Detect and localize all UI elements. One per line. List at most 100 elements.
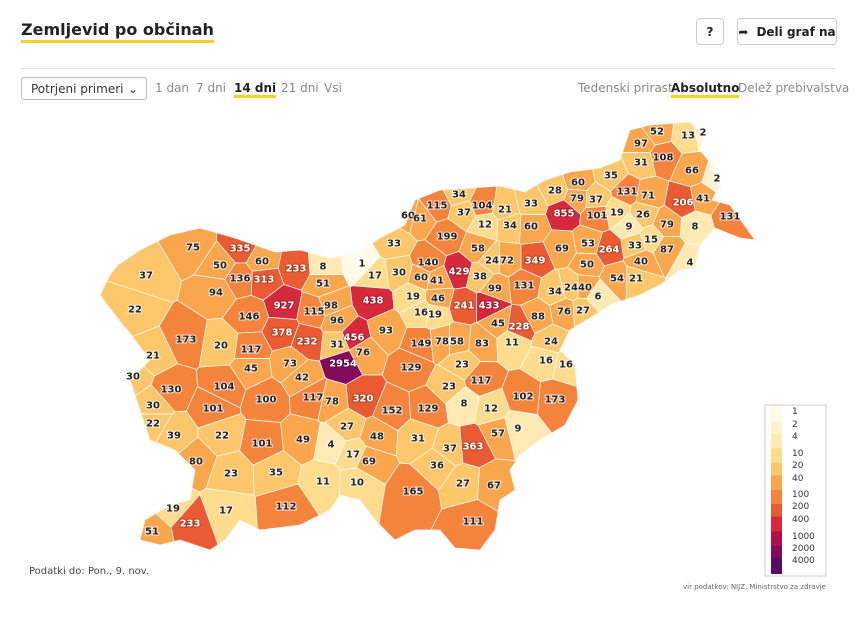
separator <box>21 68 836 69</box>
municipality <box>693 124 706 153</box>
municipality-value: 60 <box>571 178 585 189</box>
legend-swatch <box>771 406 782 422</box>
period-option[interactable]: 1 dan <box>155 81 190 95</box>
municipality <box>626 265 667 300</box>
municipality-value: 98 <box>324 301 338 312</box>
municipality-value: 24 <box>544 337 558 348</box>
municipality-value: 313 <box>254 275 275 286</box>
municipality-value: 87 <box>660 245 674 256</box>
municipality-value: 108 <box>653 153 674 164</box>
municipality-value: 88 <box>531 312 545 323</box>
municipality-value: 67 <box>487 481 501 492</box>
municipality-value: 111 <box>463 517 484 528</box>
municipality-value: 206 <box>673 198 694 209</box>
period-option[interactable]: 7 dni <box>196 81 227 95</box>
share-label: Deli graf na <box>756 24 836 39</box>
municipality-value: 117 <box>241 345 262 356</box>
period-option[interactable]: 21 dni <box>281 81 319 95</box>
metric-option[interactable]: Delež prebivalstva <box>738 81 850 95</box>
municipality-value: 17 <box>219 506 233 517</box>
municipality-value: 23 <box>455 360 469 371</box>
municipality-value: 4 <box>328 440 335 451</box>
municipality-value: 80 <box>189 457 203 468</box>
municipality-value: 264 <box>599 245 620 256</box>
municipality-value: 101 <box>587 211 608 222</box>
share-button[interactable]: ➦ Deli graf na <box>737 18 837 45</box>
municipality-value: 60 <box>414 273 428 284</box>
legend-label: 10 <box>792 449 804 459</box>
legend-label: 4 <box>792 432 798 442</box>
municipality-value: 71 <box>641 191 655 202</box>
dropdown-label: Potrjeni primeri <box>31 81 124 96</box>
municipality-value: 45 <box>244 364 258 375</box>
municipality-value: 30 <box>392 268 406 279</box>
municipality-value: 241 <box>454 301 475 312</box>
municipality <box>430 499 499 551</box>
municipality-value: 131 <box>720 212 741 223</box>
municipality-value: 9 <box>515 424 522 435</box>
municipality-value: 37 <box>443 444 457 455</box>
municipality-value: 855 <box>554 209 575 220</box>
municipality-value: 456 <box>344 333 365 344</box>
municipality-value: 112 <box>276 502 297 513</box>
metric-option[interactable]: Absolutno <box>671 81 740 98</box>
municipality-value: 149 <box>411 339 432 350</box>
municipality-value: 21 <box>629 274 643 285</box>
help-button[interactable]: ? <box>696 18 724 45</box>
metric-option[interactable]: Tedenski prirast <box>578 81 673 95</box>
municipality-value: 40 <box>634 257 648 268</box>
municipality-value: 61 <box>413 214 427 225</box>
legend-swatch <box>771 448 782 463</box>
municipality <box>139 513 175 546</box>
municipality-value: 39 <box>167 431 181 442</box>
municipality-value: 27 <box>576 306 590 317</box>
municipality-value: 93 <box>379 326 393 337</box>
municipality-value: 57 <box>491 429 505 440</box>
legend-swatch <box>771 516 782 532</box>
legend-label: 200 <box>792 502 809 512</box>
municipality-value: 378 <box>272 328 293 339</box>
municipality-value: 53 <box>581 239 595 250</box>
municipality-value: 12 <box>484 404 498 415</box>
municipality-value: 433 <box>479 301 500 312</box>
municipality-value: 4 <box>687 258 694 269</box>
municipality-value: 33 <box>524 199 538 210</box>
municipality-value: 73 <box>283 359 297 370</box>
municipality-value: 34 <box>452 190 466 201</box>
municipality-value: 30 <box>126 372 140 383</box>
period-option[interactable]: Vsi <box>324 81 342 95</box>
municipality-value: 8 <box>461 399 468 410</box>
municipality-value: 19 <box>610 208 624 219</box>
municipality-value: 19 <box>428 310 442 321</box>
municipality-value: 50 <box>580 260 594 271</box>
municipality-value: 31 <box>330 340 344 351</box>
municipality <box>199 488 258 546</box>
municipality-value: 48 <box>370 432 384 443</box>
municipality-value: 2 <box>714 174 721 185</box>
municipality-value: 96 <box>330 316 344 327</box>
municipality-value: 33 <box>628 241 642 252</box>
title: Zemljevid po občinah <box>21 20 214 43</box>
legend-label: 1 <box>792 407 798 417</box>
municipality-value: 79 <box>660 220 674 231</box>
municipality-value: 104 <box>214 382 235 393</box>
municipality-value: 27 <box>340 422 354 433</box>
municipality-value: 199 <box>437 232 458 243</box>
period-option[interactable]: 14 dni <box>234 81 277 98</box>
municipality-value: 8 <box>320 262 327 273</box>
footer-source: vir podatkov: NIJZ, Ministrstvo za zdrav… <box>683 583 826 591</box>
municipality-value: 60 <box>401 211 415 222</box>
municipality-value: 52 <box>650 127 664 138</box>
municipality-value: 232 <box>297 337 318 348</box>
municipality-value: 438 <box>363 296 384 307</box>
municipality-value: 6 <box>595 292 602 303</box>
municipality-value: 76 <box>557 307 571 318</box>
municipality-value: 15 <box>644 235 658 246</box>
municipality-value: 26 <box>636 210 650 221</box>
share-icon: ➦ <box>738 24 749 39</box>
municipality-value: 69 <box>362 457 376 468</box>
dropdown[interactable]: Potrjeni primeri ⌄ <box>21 77 147 100</box>
